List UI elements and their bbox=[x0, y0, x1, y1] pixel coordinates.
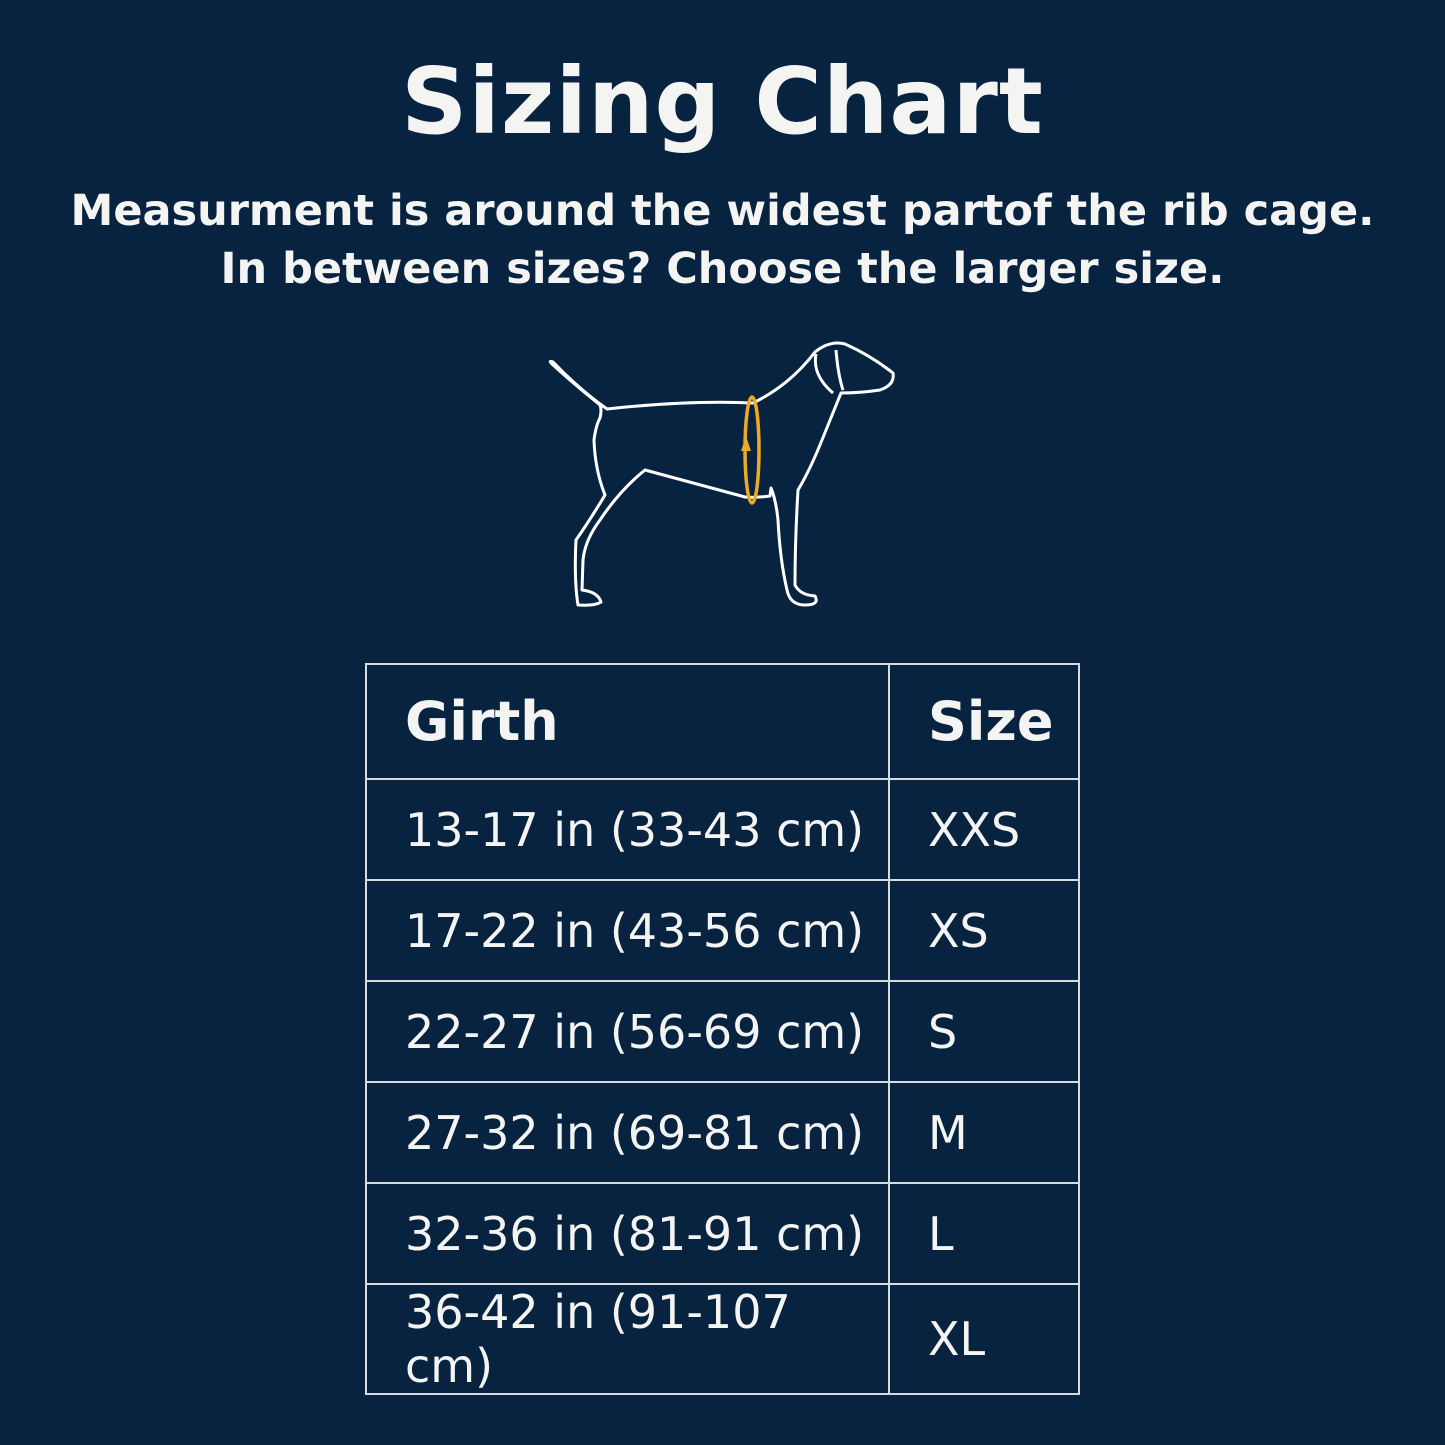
girth-cell: 13-17 in (33-43 cm) bbox=[365, 778, 890, 881]
girth-cell: 36-42 in (91-107 cm) bbox=[365, 1283, 890, 1395]
size-cell: XXS bbox=[888, 778, 1080, 881]
subtitle-line-2: In between sizes? Choose the larger size… bbox=[220, 244, 1225, 294]
size-cell: L bbox=[888, 1182, 1080, 1285]
table-row: 27-32 in (69-81 cm) M bbox=[365, 1081, 1080, 1184]
size-cell: XL bbox=[888, 1283, 1080, 1395]
table-header-row: Girth Size bbox=[365, 663, 1080, 780]
table-row: 22-27 in (56-69 cm) S bbox=[365, 980, 1080, 1083]
size-cell: M bbox=[888, 1081, 1080, 1184]
dog-ear bbox=[813, 349, 845, 395]
size-cell: S bbox=[888, 980, 1080, 1083]
table-row: 17-22 in (43-56 cm) XS bbox=[365, 879, 1080, 982]
table-row: 13-17 in (33-43 cm) XXS bbox=[365, 778, 1080, 881]
girth-cell: 22-27 in (56-69 cm) bbox=[365, 980, 890, 1083]
size-cell: XS bbox=[888, 879, 1080, 982]
dog-outline bbox=[548, 341, 895, 607]
dog-girth-measurement-icon bbox=[548, 341, 895, 607]
column-header-girth: Girth bbox=[365, 663, 890, 780]
girth-arrow-icon bbox=[741, 436, 751, 451]
girth-cell: 17-22 in (43-56 cm) bbox=[365, 879, 890, 982]
table-row: 36-42 in (91-107 cm) XL bbox=[365, 1283, 1080, 1395]
girth-cell: 32-36 in (81-91 cm) bbox=[365, 1182, 890, 1285]
page-title: Sizing Chart bbox=[401, 48, 1044, 155]
subtitle-line-1: Measurment is around the widest partof t… bbox=[70, 186, 1375, 236]
girth-cell: 27-32 in (69-81 cm) bbox=[365, 1081, 890, 1184]
column-header-size: Size bbox=[888, 663, 1080, 780]
table-row: 32-36 in (81-91 cm) L bbox=[365, 1182, 1080, 1285]
size-table: Girth Size 13-17 in (33-43 cm) XXS 17-22 … bbox=[365, 663, 1080, 1395]
